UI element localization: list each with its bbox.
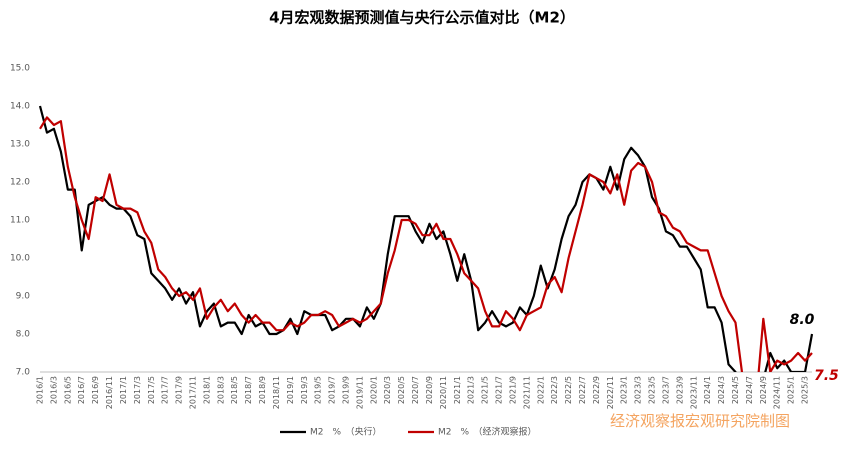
x-tick-label: 2017/11	[189, 376, 198, 409]
x-tick-label: 2020/3	[383, 376, 392, 404]
x-tick-label: 2017/9	[175, 376, 184, 404]
x-tick-label: 2020/11	[439, 376, 448, 409]
x-tick-label: 2020/1	[369, 376, 378, 404]
x-tick-label: 2023/3	[634, 376, 643, 404]
x-tick-label: 2022/11	[606, 376, 615, 409]
y-tick-label: 8.0	[16, 330, 31, 340]
y-tick-label: 7.0	[16, 368, 31, 378]
x-tick-label: 2022/9	[592, 376, 601, 404]
x-tick-label: 2023/11	[689, 376, 698, 409]
x-tick-label: 2016/1	[36, 376, 45, 404]
x-tick-label: 2020/5	[397, 376, 406, 404]
x-tick-label: 2017/1	[119, 376, 128, 404]
x-tick-label: 2017/5	[147, 376, 156, 404]
x-tick-label: 2019/1	[286, 376, 295, 404]
y-tick-label: 11.0	[10, 216, 30, 226]
x-tick-label: 2020/9	[425, 376, 434, 404]
line-series	[38, 105, 814, 372]
x-tick-label: 2025/1	[787, 376, 796, 404]
y-tick-label: 10.0	[10, 254, 30, 264]
legend-label: M2 % （经济观察报）	[438, 426, 537, 438]
x-tick-label: 2018/11	[272, 376, 281, 409]
x-tick-label: 2019/9	[342, 376, 351, 404]
x-tick-label: 2021/9	[508, 376, 517, 404]
x-tick-label: 2022/1	[536, 376, 545, 404]
y-tick-label: 12.0	[10, 178, 30, 188]
x-tick-label: 2016/5	[63, 376, 72, 404]
x-tick-label: 2019/3	[300, 376, 309, 404]
x-tick-label: 2016/11	[105, 376, 114, 409]
x-tick-label: 2017/7	[161, 376, 170, 404]
x-tick-label: 2024/9	[759, 376, 768, 404]
x-tick-label: 2016/7	[77, 376, 86, 404]
data-label: 8.0	[790, 312, 815, 328]
x-tick-label: 2019/5	[314, 376, 323, 404]
x-tick-label: 2018/5	[230, 376, 239, 404]
y-tick-label: 15.0	[10, 64, 30, 74]
x-tick-label: 2018/1	[202, 376, 211, 404]
x-tick-label: 2017/3	[133, 376, 142, 404]
x-tick-label: 2023/5	[648, 376, 657, 404]
x-tick-label: 2019/7	[328, 376, 337, 404]
x-tick-label: 2024/11	[773, 376, 782, 409]
plot-area	[38, 105, 814, 372]
x-tick-label: 2018/3	[216, 376, 225, 404]
x-tick-label: 2019/11	[355, 376, 364, 409]
x-tick-label: 2018/9	[258, 376, 267, 404]
x-tick-label: 2023/7	[661, 376, 670, 404]
x-tick-label: 2022/7	[578, 376, 587, 404]
line-series	[39, 116, 813, 372]
legend-label: M2 % （央行）	[310, 426, 382, 438]
x-tick-label: 2018/7	[244, 376, 253, 404]
y-tick-label: 13.0	[10, 140, 30, 150]
y-tick-label: 9.0	[16, 292, 31, 302]
x-tick-label: 2021/11	[522, 376, 531, 409]
x-tick-label: 2024/5	[731, 376, 740, 404]
x-tick-label: 2025/3	[801, 376, 810, 404]
chart-title: 4月宏观数据预测值与央行公示值对比（M2）	[269, 9, 575, 27]
x-tick-label: 2023/9	[675, 376, 684, 404]
y-tick-label: 14.0	[10, 102, 30, 112]
x-tick-label: 2022/5	[564, 376, 573, 404]
x-tick-label: 2024/3	[717, 376, 726, 404]
data-label: 7.5	[814, 368, 839, 384]
x-tick-label: 2021/3	[467, 376, 476, 404]
x-tick-label: 2016/3	[49, 376, 58, 404]
x-tick-label: 2016/9	[91, 376, 100, 404]
x-tick-label: 2021/1	[453, 376, 462, 404]
x-tick-label: 2024/1	[703, 376, 712, 404]
x-tick-label: 2020/7	[411, 376, 420, 404]
source-watermark: 经济观察报宏观研究院制图	[610, 412, 790, 430]
x-tick-label: 2024/7	[745, 376, 754, 404]
x-tick-label: 2021/5	[481, 376, 490, 404]
x-tick-label: 2023/1	[620, 376, 629, 404]
x-tick-label: 2022/3	[550, 376, 559, 404]
x-tick-label: 2021/7	[495, 376, 504, 404]
